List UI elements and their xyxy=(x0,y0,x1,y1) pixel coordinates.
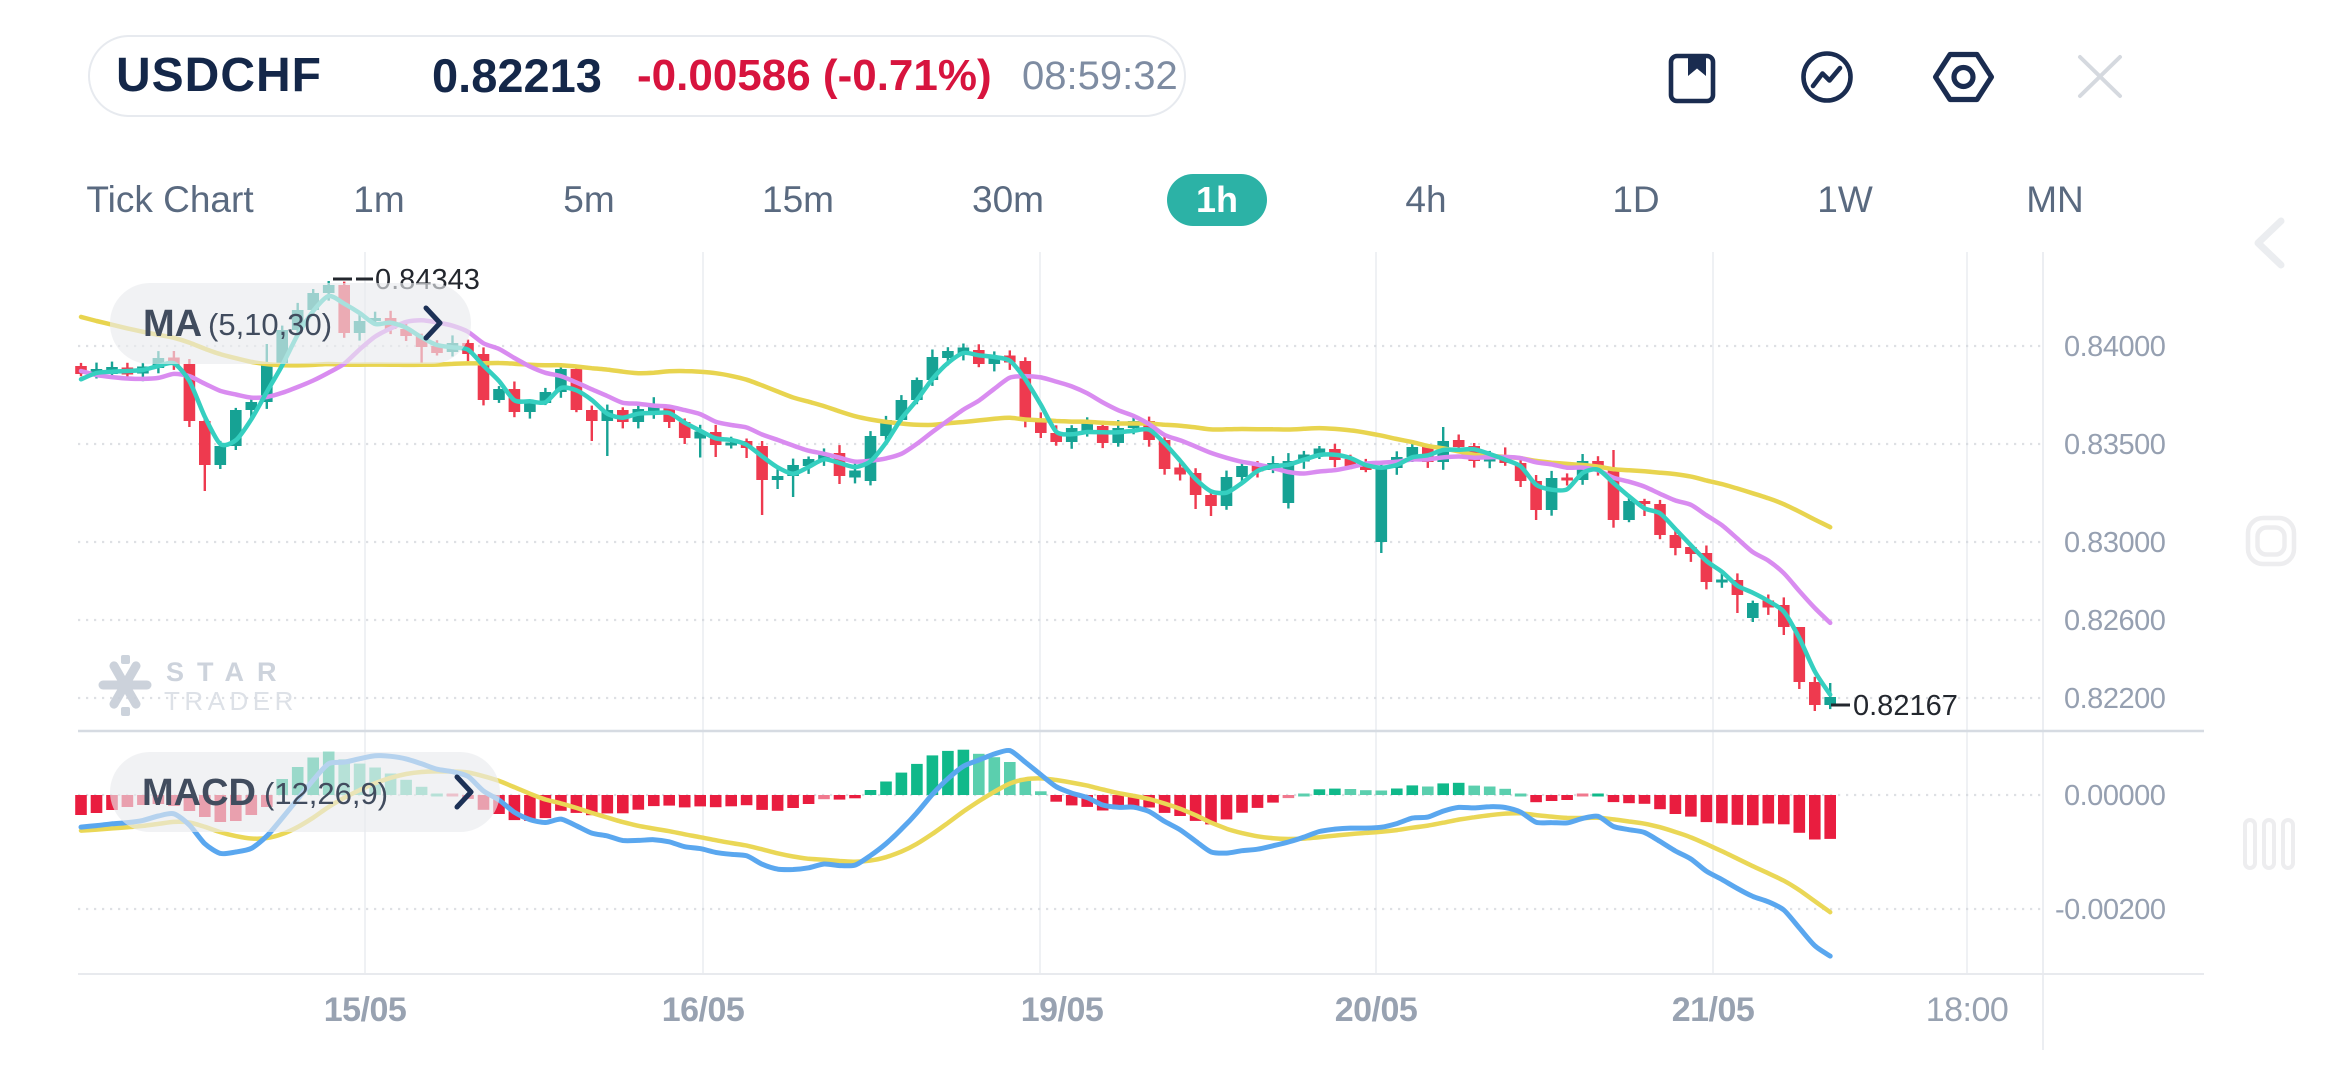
svg-text:MA: MA xyxy=(143,303,202,345)
svg-text:0.82600: 0.82600 xyxy=(2064,605,2165,637)
svg-text:STAR: STAR xyxy=(166,657,290,687)
svg-text:-0.00200: -0.00200 xyxy=(2055,894,2166,926)
svg-text:0.83500: 0.83500 xyxy=(2064,429,2165,461)
svg-text:16/05: 16/05 xyxy=(662,991,745,1029)
svg-text:15/05: 15/05 xyxy=(324,991,407,1029)
svg-text:19/05: 19/05 xyxy=(1021,991,1104,1029)
svg-text:0.82200: 0.82200 xyxy=(2064,683,2165,715)
svg-text:MACD: MACD xyxy=(142,772,256,814)
svg-text:0.00000: 0.00000 xyxy=(2064,780,2165,812)
svg-text:TRADER: TRADER xyxy=(164,686,298,716)
svg-text:21/05: 21/05 xyxy=(1672,991,1755,1029)
svg-text:0.82167: 0.82167 xyxy=(1853,690,1958,722)
svg-text:(5,10,30): (5,10,30) xyxy=(208,307,332,342)
svg-text:20/05: 20/05 xyxy=(1335,991,1418,1029)
svg-text:0.83000: 0.83000 xyxy=(2064,527,2165,559)
svg-text:18:00: 18:00 xyxy=(1926,991,2009,1029)
svg-text:0.84000: 0.84000 xyxy=(2064,331,2165,363)
svg-text:(12,26,9): (12,26,9) xyxy=(264,776,388,811)
